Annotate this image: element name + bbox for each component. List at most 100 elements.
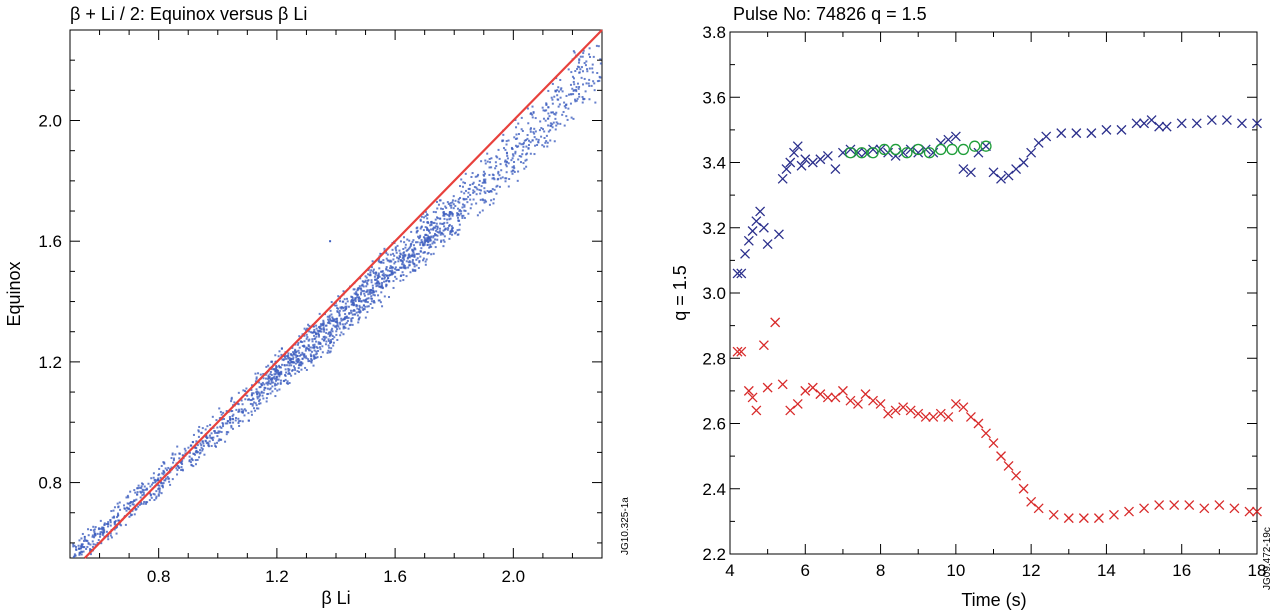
data-point [129,512,132,515]
data-point [280,353,283,356]
data-point [376,280,379,283]
data-point [523,167,526,170]
x-marker-stroke [898,147,909,158]
data-point [551,82,554,85]
data-point [81,532,84,535]
data-point [371,260,374,263]
data-point [287,354,290,357]
data-point [292,352,295,355]
data-point [352,299,355,302]
data-point [436,225,439,228]
data-point [293,353,296,356]
data-point [561,90,564,93]
data-point [518,155,521,158]
data-point [402,255,405,258]
data-point [514,137,517,140]
data-point [238,424,241,427]
data-point [292,361,295,364]
data-point [511,153,514,156]
data-point [258,398,261,401]
data-point [336,310,339,313]
data-point [219,438,222,441]
data-point [483,180,486,183]
data-point [107,521,110,524]
data-point [93,531,96,534]
data-point [394,247,397,250]
data-point [446,218,449,221]
data-point [436,234,439,237]
data-point [258,400,261,403]
data-point [476,175,479,178]
data-point [505,140,508,143]
data-point [254,372,257,375]
data-point [435,222,438,225]
data-point [280,347,283,350]
data-point [442,212,445,215]
data-point [237,422,240,425]
data-point [319,341,322,344]
data-point [432,240,435,243]
data-point [96,532,99,535]
data-point [369,292,372,295]
data-point [374,273,377,276]
data-point [143,500,146,503]
data-point [387,274,390,277]
data-point [423,243,426,246]
data-point [443,225,446,228]
data-point [201,427,204,430]
data-point [155,490,158,493]
data-point [317,341,320,344]
data-point [331,319,334,322]
data-point [360,291,363,294]
data-point [270,373,273,376]
data-point [198,449,201,452]
data-point [190,444,193,447]
data-point [398,249,401,252]
data-point [382,274,385,277]
data-point [316,356,319,359]
data-point [295,360,298,363]
data-point [317,333,320,336]
data-point [527,147,530,150]
data-point [247,398,250,401]
data-point [368,274,371,277]
data-point [461,216,464,219]
data-point [315,324,318,327]
data-point [176,464,179,467]
data-point [459,185,462,188]
data-point [389,267,392,270]
data-point [273,375,276,378]
data-point [313,334,316,337]
data-point [134,507,137,510]
data-point [358,308,361,311]
data-point [359,297,362,300]
data-point [807,157,818,168]
data-point [418,236,421,239]
data-point [329,341,332,344]
data-point [454,199,457,202]
data-point [134,508,137,511]
data-point [230,396,233,399]
data-point [448,223,451,226]
data-point [434,234,437,237]
data-point [101,528,104,531]
data-point [458,228,461,231]
data-point [517,122,520,125]
data-point [463,198,466,201]
data-point [504,163,507,166]
data-point [462,214,465,217]
data-point [551,123,554,126]
data-point [536,143,539,146]
data-point [162,473,165,476]
data-point [407,261,410,264]
data-point [136,491,139,494]
data-point [261,394,264,397]
data-point [522,162,525,165]
data-point [218,438,221,441]
data-point [298,346,301,349]
data-point [171,452,174,455]
data-point [242,389,245,392]
data-point [337,325,340,328]
data-point [453,232,456,235]
data-point [422,229,425,232]
